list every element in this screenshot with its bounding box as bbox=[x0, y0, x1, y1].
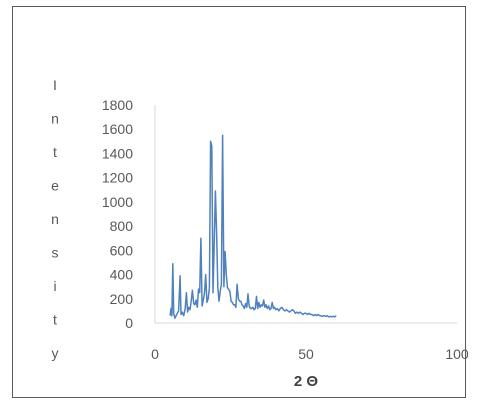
y-axis-label-char: I bbox=[53, 77, 57, 93]
y-tick-label: 1800 bbox=[102, 97, 133, 113]
y-tick-label: 800 bbox=[110, 218, 134, 234]
y-tick-label: 600 bbox=[110, 242, 134, 258]
y-tick-label: 200 bbox=[110, 291, 134, 307]
y-tick-label: 0 bbox=[125, 315, 133, 331]
y-axis-label-char: y bbox=[52, 345, 59, 361]
y-tick-label: 400 bbox=[110, 267, 134, 283]
y-tick-label: 1600 bbox=[102, 121, 133, 137]
y-tick-label: 1200 bbox=[102, 170, 133, 186]
x-tick-label: 100 bbox=[445, 346, 469, 362]
y-axis-ticks: 0 200 400 600 800 1000 1200 1400 1600 1800 bbox=[102, 97, 133, 331]
chart-frame bbox=[12, 6, 466, 398]
y-axis-label-char: s bbox=[52, 245, 59, 261]
y-axis-label-char: i bbox=[53, 278, 56, 294]
y-axis-label-char: n bbox=[51, 111, 59, 127]
x-tick-label: 50 bbox=[298, 346, 314, 362]
y-axis-label-char: e bbox=[51, 178, 59, 194]
intensity-series-line bbox=[169, 134, 337, 319]
x-tick-label: 0 bbox=[151, 346, 159, 362]
y-tick-label: 1400 bbox=[102, 145, 133, 161]
y-axis-label-char: t bbox=[53, 312, 57, 328]
y-axis-label-char: n bbox=[51, 211, 59, 227]
y-axis-label: In t e n s i t y bbox=[51, 77, 59, 361]
x-axis-label: 2 Θ bbox=[294, 373, 319, 390]
y-tick-label: 1000 bbox=[102, 194, 133, 210]
x-axis-ticks: 0 50 100 bbox=[151, 346, 469, 362]
y-axis-label-char: t bbox=[53, 144, 57, 160]
